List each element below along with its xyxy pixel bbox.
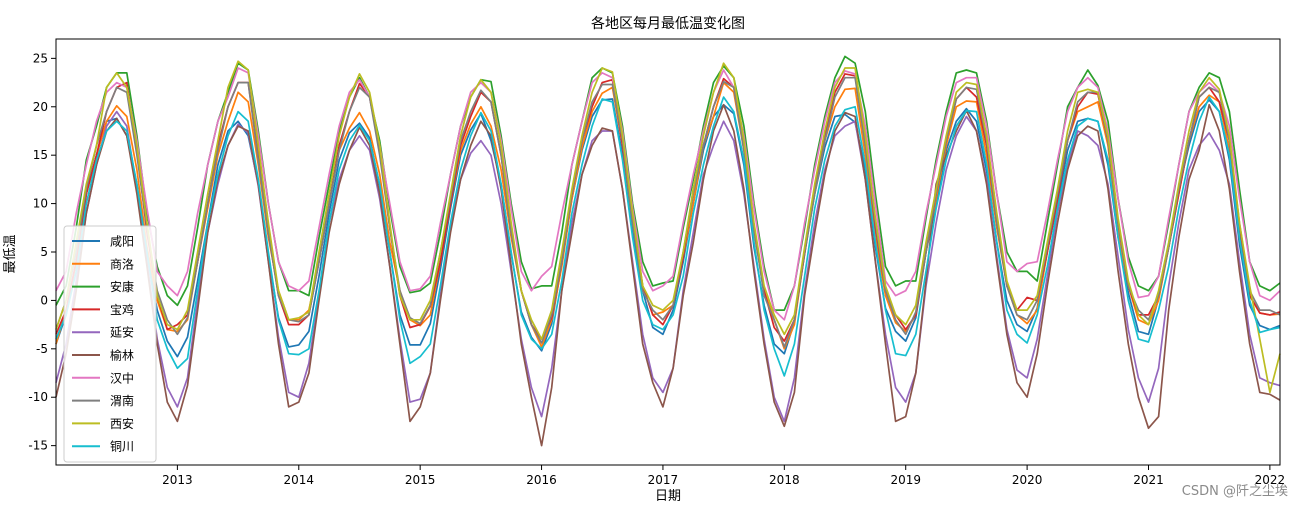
legend-label-2: 安康	[110, 279, 134, 294]
y-axis-label: 最低温	[3, 234, 18, 273]
y-tick-label-0: -15	[28, 439, 48, 453]
y-tick-label-6: 15	[33, 148, 48, 162]
series-layer	[55, 55, 1281, 447]
x-tick-label-1: 2014	[284, 473, 315, 487]
watermark: CSDN @阡之尘埃	[1181, 484, 1288, 499]
chart-title: 各地区每月最低温变化图	[591, 16, 745, 32]
y-tick-label-4: 5	[40, 245, 48, 259]
y-tick-label-1: -10	[28, 390, 48, 404]
legend-label-1: 商洛	[110, 256, 134, 271]
x-tick-label-5: 2018	[769, 473, 800, 487]
legend-box	[63, 225, 157, 463]
series-line-7	[55, 76, 1281, 348]
legend-label-7: 渭南	[110, 393, 134, 408]
x-tick-label-9: 2022	[1255, 473, 1286, 487]
series-line-6	[55, 67, 1281, 321]
legend-label-6: 汉中	[110, 370, 134, 385]
legend-label-5: 榆林	[110, 348, 134, 363]
legend-label-3: 宝鸡	[110, 302, 134, 317]
series-line-5	[55, 103, 1281, 447]
x-axis-label: 日期	[655, 489, 681, 504]
legend-label-0: 咸阳	[110, 235, 134, 249]
legend-label-8: 西安	[110, 416, 134, 431]
y-tick-label-8: 25	[33, 51, 48, 65]
x-tick-label-7: 2020	[1012, 473, 1043, 487]
x-tick-label-0: 2013	[162, 473, 193, 487]
x-tick-label-2: 2015	[405, 473, 436, 487]
y-tick-label-7: 20	[33, 100, 48, 114]
x-tick-label-4: 2017	[648, 473, 679, 487]
series-line-8	[55, 60, 1281, 394]
legend-label-4: 延安	[110, 325, 134, 340]
y-tick-label-5: 10	[33, 197, 48, 211]
series-line-9	[55, 96, 1281, 377]
x-tick-label-3: 2016	[526, 473, 557, 487]
axes-layer: -15 -10 -5 0 5 10 15 20 25 2013 2014 2015 2016 2017 20…	[28, 38, 1286, 487]
y-tick-label-3: 0	[40, 293, 48, 307]
series-line-0	[55, 98, 1281, 358]
x-tick-label-8: 2021	[1133, 473, 1164, 487]
legend-label-9: 铜川	[110, 439, 134, 454]
x-tick-label-6: 2019	[890, 473, 921, 487]
y-tick-label-2: -5	[36, 342, 48, 356]
series-line-4	[55, 110, 1281, 423]
